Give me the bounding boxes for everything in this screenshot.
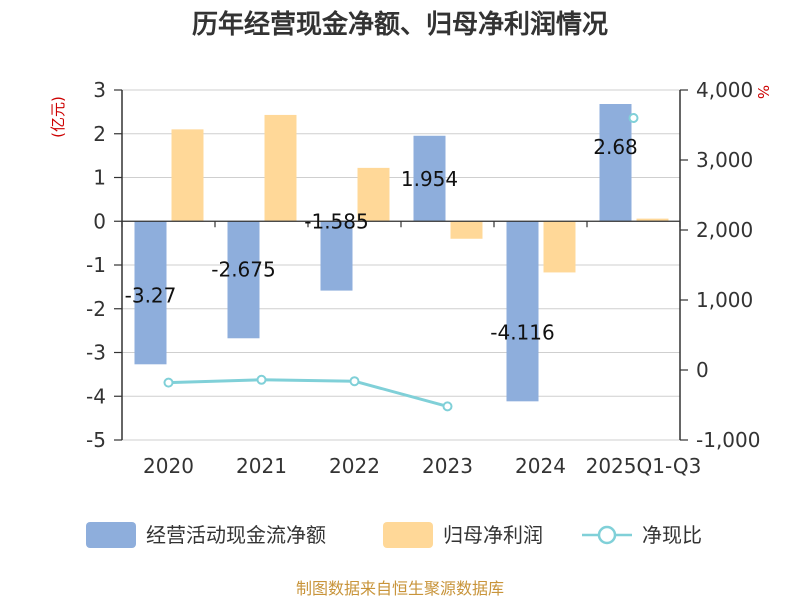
data-label: 1.954 <box>401 167 458 191</box>
bar-net-profit <box>450 221 483 239</box>
legend-label-ratio: 净现比 <box>642 523 702 547</box>
x-tick: 2021 <box>236 454 287 478</box>
legend: 经营活动现金流净额 归母净利润 净现比 <box>86 522 702 548</box>
legend-label-profit: 归母净利润 <box>443 523 543 547</box>
data-label: -2.675 <box>211 257 275 281</box>
y-left-tick: -2 <box>86 297 106 321</box>
bar-cash-flow <box>134 221 167 365</box>
data-label: 2.68 <box>593 135 638 159</box>
bar-net-profit <box>636 218 669 222</box>
ratio-point <box>349 376 360 387</box>
y-left-tick: -1 <box>86 253 106 277</box>
bar-net-profit <box>357 167 390 222</box>
legend-swatch-profit <box>383 522 433 548</box>
x-tick: 2020 <box>143 454 194 478</box>
x-tick: 2024 <box>515 454 566 478</box>
x-tick: 2022 <box>329 454 380 478</box>
y-right-tick: 1,000 <box>696 288 753 312</box>
legend-label-cash: 经营活动现金流净额 <box>146 523 326 547</box>
y-left-tick: -5 <box>86 428 106 452</box>
y-right-tick: 4,000 <box>696 78 753 102</box>
bar-net-profit <box>543 221 576 273</box>
right-axis-ticks: 4,000 3,000 2,000 1,000 0 -1,000 <box>696 78 760 452</box>
data-labels: -3.27 -2.675 -1.585 1.954 -4.116 2.68 <box>125 135 638 344</box>
bar-net-profit <box>171 129 204 222</box>
x-tick: 2025Q1-Q3 <box>586 454 702 478</box>
y-left-tick: 0 <box>93 209 106 233</box>
x-tick: 2023 <box>422 454 473 478</box>
data-label: -3.27 <box>125 283 177 307</box>
y-left-tick: -4 <box>86 384 106 408</box>
y-left-tick: -3 <box>86 341 106 365</box>
y-left-tick: 1 <box>93 166 106 190</box>
y-right-tick: 2,000 <box>696 218 753 242</box>
bar-net-profit <box>264 114 297 222</box>
y-right-tick: 0 <box>696 358 709 382</box>
bars <box>134 104 669 402</box>
y-left-tick: 2 <box>93 122 106 146</box>
left-axis-ticks: 3 2 1 0 -1 -2 -3 -4 -5 <box>86 78 106 452</box>
x-axis-ticks: 2020 2021 2022 2023 2024 2025Q1-Q3 <box>143 454 701 478</box>
bar-cash-flow <box>413 135 446 222</box>
ratio-point <box>163 377 174 388</box>
source-note: 制图数据来自恒生聚源数据库 <box>296 579 504 598</box>
data-label: -4.116 <box>490 320 554 344</box>
left-axis-unit: (亿元) <box>49 96 67 138</box>
y-left-tick: 3 <box>93 78 106 102</box>
data-label: -1.585 <box>304 210 368 234</box>
ratio-point <box>628 113 639 123</box>
bar-cash-flow <box>320 221 353 291</box>
bar-cash-flow <box>506 221 539 402</box>
legend-marker-ratio <box>597 525 617 545</box>
ratio-point <box>256 374 267 385</box>
bar-cash-flow <box>599 104 632 222</box>
axes <box>114 89 688 441</box>
y-right-tick: -1,000 <box>696 428 760 452</box>
ratio-line-segment <box>168 378 448 408</box>
ratio-point <box>442 401 453 412</box>
right-axis-unit: % <box>754 85 772 99</box>
bar-cash-flow <box>227 221 260 339</box>
legend-swatch-cash <box>86 522 136 548</box>
ratio-line <box>163 113 639 412</box>
y-right-tick: 3,000 <box>696 148 753 172</box>
chart-title: 历年经营现金净额、归母净利润情况 <box>192 9 608 40</box>
